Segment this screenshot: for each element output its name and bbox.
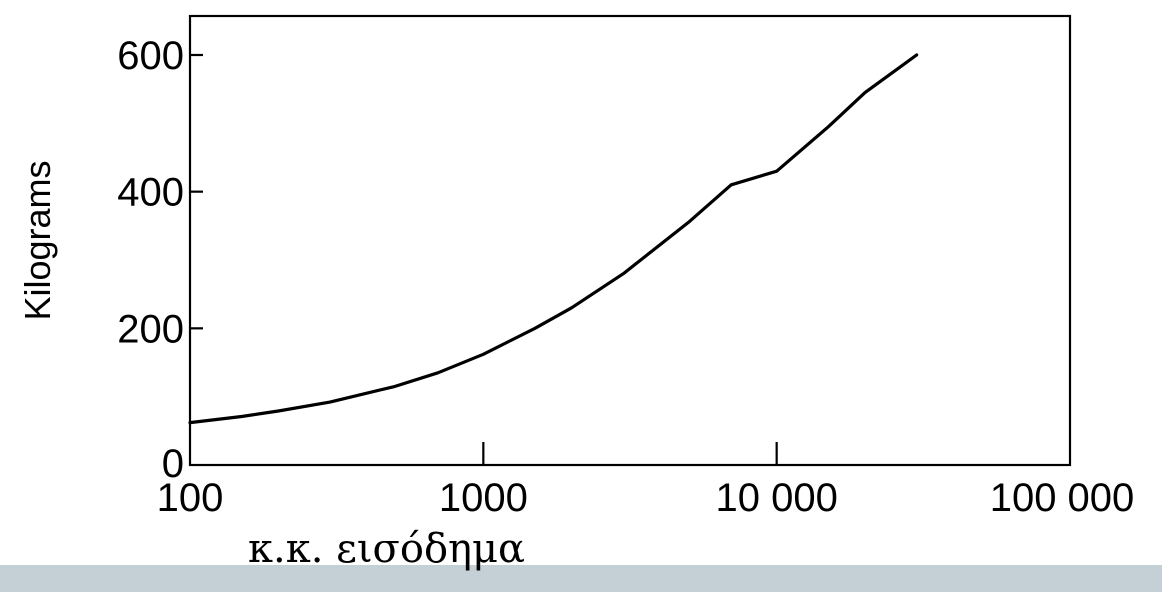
x-tick-label: 1000 [439,476,528,520]
series-layer [188,53,919,425]
y-tick-label: 0 [162,442,184,486]
footer-band [0,565,1162,592]
y-tick-label: 400 [117,171,184,215]
y-axis-title: Kilograms [17,160,58,320]
plot-frame [188,14,1072,467]
axes-layer: 0 200 400 600 100 1000 10 000 100 000 Kilograms [17,14,1135,520]
series-line [188,53,919,425]
caption-text: κ.κ. εισόδημα [248,526,525,572]
x-tick-label: 100 [157,476,224,520]
line-chart: 0 200 400 600 100 1000 10 000 100 000 Kilograms [17,14,1135,520]
x-tick-label: 100 000 [990,476,1135,520]
y-tick-label: 200 [117,307,184,351]
x-tick-label: 10 000 [715,476,837,520]
y-tick-label: 600 [117,34,184,78]
